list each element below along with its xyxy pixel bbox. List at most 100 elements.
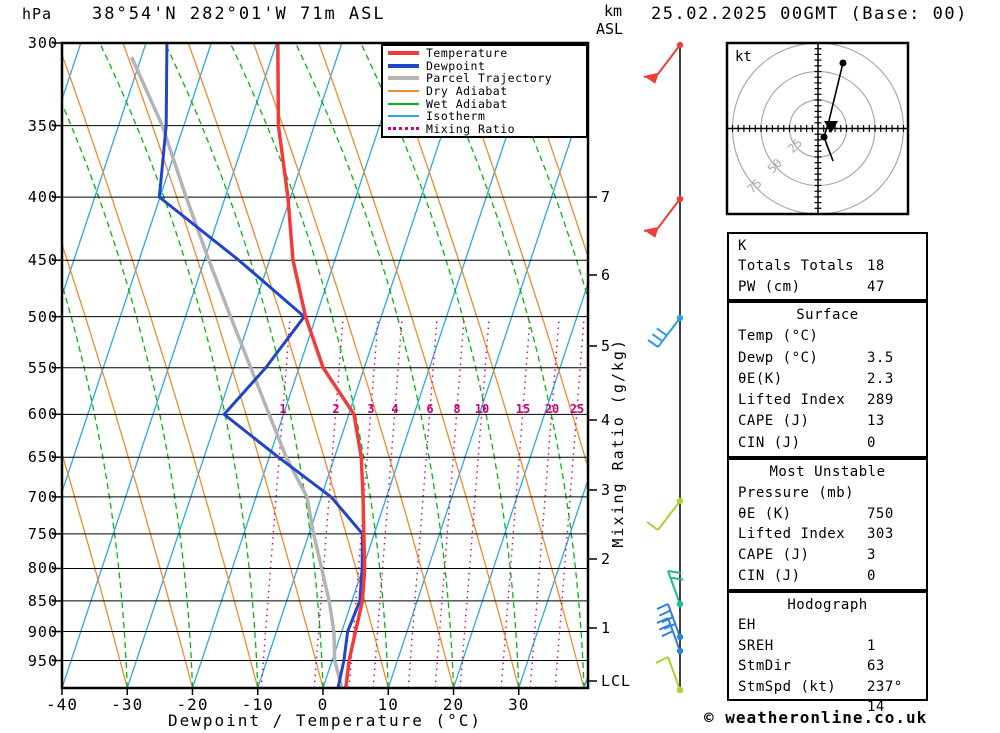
wind-barb (643, 41, 684, 84)
pressure-unit-label: hPa (22, 5, 53, 23)
wind-barbs (643, 41, 684, 694)
panel-row-label: CAPE (J) (738, 413, 810, 430)
panel-row: Temp (°C) 3.5 (738, 326, 926, 365)
legend-item-label: Temperature (426, 46, 508, 61)
mixing-ratio-label: 3 (367, 402, 375, 416)
panel-row-value: 3 (867, 547, 876, 564)
hodograph-dot (839, 59, 847, 67)
km-tick-label: 5 (601, 337, 612, 355)
pressure-tick-label: 450 (27, 251, 58, 270)
panel-row-label: θE(K) (738, 370, 783, 387)
panel-row-label: CIN (J) (738, 567, 801, 584)
legend-item: Dewpoint (383, 60, 586, 72)
panel-row: StmSpd (kt) 14 (738, 677, 926, 715)
x-axis-title: Dewpoint / Temperature (°C) (167, 711, 483, 730)
panel-row: Totals Totals 47 (738, 256, 926, 294)
temperature-tick-label: 30 (508, 695, 530, 714)
panel-row: CIN (J) 0 (738, 433, 926, 472)
indices-panel: Surface Temp (°C) 3.5 Dewp (°C) 2.3 θE(K) 289 L… (727, 301, 928, 472)
panel-row-value: 18 (867, 258, 885, 275)
wind-level-dot (676, 497, 684, 505)
station-title: 38°54'N 282°01'W 71m ASL (92, 4, 386, 24)
panel-row-label: EH (738, 617, 756, 634)
legend-item: Dry Adiabat (383, 85, 586, 97)
pressure-tick-label: 650 (27, 448, 58, 467)
parcel-trace (129, 56, 344, 688)
legend-item: Wet Adiabat (383, 98, 586, 110)
wind-barb (646, 497, 684, 531)
pressure-tick-label: 600 (27, 405, 58, 424)
panel-row: Dewp (°C) 2.3 (738, 348, 926, 387)
wind-level-dot (676, 195, 684, 203)
legend-line-sample-icon (388, 127, 419, 131)
pressure-tick-label: 500 (27, 307, 58, 326)
panel-row-label: Lifted Index (738, 526, 846, 543)
run-date-title: 25.02.2025 00GMT (Base: 00) (651, 4, 968, 24)
dewpoint-trace (157, 43, 365, 688)
wet-adiabat-lines (62, 43, 588, 688)
legend-item-label: Dry Adiabat (426, 83, 508, 98)
legend-line-sample-icon (388, 76, 419, 81)
temperature-tick-label: 10 (377, 695, 399, 714)
axis-tick-marks (52, 42, 597, 695)
panel-row-label: Lifted Index (738, 392, 846, 409)
mixing-ratio-axis-title: Mixing Ratio (g/kg) (609, 338, 627, 548)
storm-motion-marker (823, 121, 838, 134)
panel-row-label: K (738, 238, 747, 254)
pressure-tick-label: 800 (27, 559, 58, 578)
panel-row-label: PW (cm) (738, 278, 801, 295)
mixing-ratio-label: 20 (544, 402, 560, 416)
wind-barb (656, 603, 684, 641)
wind-barb (655, 656, 684, 694)
panel-row-label: CIN (J) (738, 434, 801, 451)
mixing-ratio-label: 2 (332, 402, 340, 416)
wind-level-dot (676, 686, 684, 694)
panel-row-value: 289 (867, 392, 894, 409)
mixing-ratio-label: 8 (453, 402, 461, 416)
panel-row-label: Temp (°C) (738, 328, 819, 345)
hodograph-border (725, 41, 910, 216)
pressure-tick-label: 550 (27, 358, 58, 377)
panel-row-value: 63 (867, 658, 885, 675)
altitude-unit-asl: ASL (596, 20, 624, 38)
panel-row: SREH 63 (738, 636, 926, 674)
km-tick-label: 6 (601, 266, 612, 284)
panel-row-value: 237° (867, 678, 903, 695)
mixing-ratio-label: 6 (426, 402, 434, 416)
pressure-tick-label: 700 (27, 487, 58, 506)
mixing-ratio-label: 15 (515, 402, 531, 416)
legend-line-sample-icon (388, 63, 419, 68)
legend-line-sample-icon (388, 102, 419, 105)
panel-row-value: 47 (867, 278, 885, 295)
temperature-tick-label: -10 (241, 695, 274, 714)
panel-row-value: 2.3 (867, 370, 894, 387)
pressure-tick-label: 750 (27, 524, 58, 543)
legend-line-sample-icon (388, 51, 419, 56)
copyright: © weatheronline.co.uk (704, 708, 928, 727)
skewt-plot-area (62, 43, 588, 688)
dry-adiabat-lines (62, 43, 588, 688)
pressure-tick-label: 850 (27, 591, 58, 610)
panel-row-value: 14 (867, 699, 885, 716)
wind-level-dot (676, 633, 684, 641)
wind-level-dot (676, 41, 684, 49)
panel-row: EH 1 (738, 615, 926, 653)
km-tick-label: LCL (601, 672, 632, 690)
pressure-tick-label: 950 (27, 651, 58, 670)
legend: Temperature Dewpoint Parcel Trajectory Dry … (381, 44, 588, 138)
panel-row: Lifted Index 13 (738, 390, 926, 429)
legend-line-sample-icon (388, 115, 419, 118)
panel-row-label: StmSpd (kt) (738, 678, 837, 695)
pressure-tick-label: 300 (27, 34, 58, 52)
indices-panel: Hodograph EH 1 SREH 63 StmDir 237° StmSpd (kt) 1… (727, 591, 928, 715)
plot-border (60, 41, 590, 690)
panel-row: θE(K) 289 (738, 369, 926, 408)
legend-item-label: Isotherm (426, 109, 486, 124)
panel-row: Lifted Index 3 (738, 524, 926, 563)
legend-item-label: Wet Adiabat (426, 96, 508, 111)
mixing-ratio-label: 10 (474, 402, 490, 416)
panel-row-label: Totals Totals (738, 258, 855, 275)
